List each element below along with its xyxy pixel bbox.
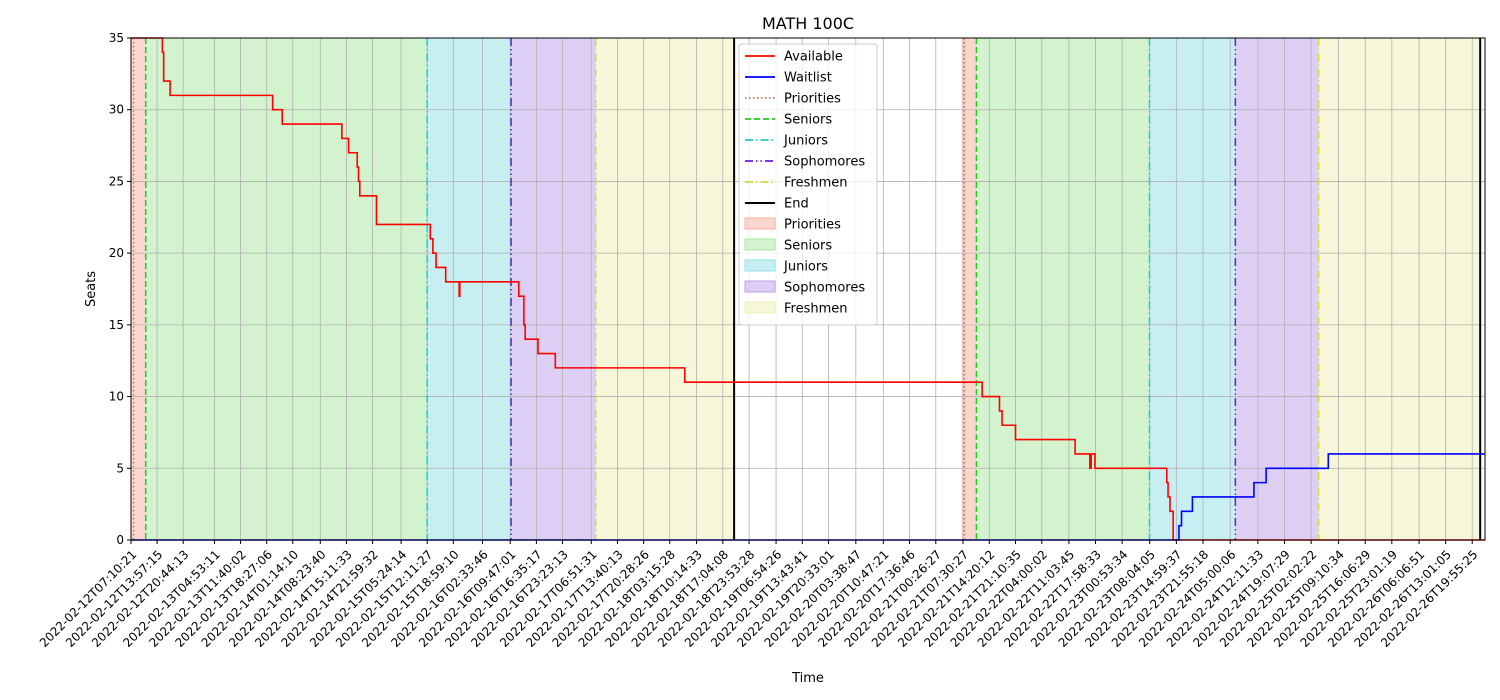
region-seniors [145, 38, 428, 540]
legend-label-sophomores: Sophomores [784, 281, 865, 296]
y-tick-label: 0 [116, 533, 124, 547]
y-tick-label: 35 [109, 31, 124, 45]
y-tick-label: 15 [109, 318, 124, 332]
legend-swatch-seniors [744, 238, 776, 251]
region-priorities [131, 38, 146, 540]
region-freshmen [595, 38, 735, 540]
legend-label-freshmen: Freshmen [784, 302, 848, 317]
y-tick-label: 10 [109, 390, 124, 404]
legend-label-priorities: Priorities [784, 218, 841, 233]
legend-label-waitlist: Waitlist [784, 71, 832, 86]
legend-box [738, 43, 878, 326]
x-axis-title: Time [791, 671, 824, 686]
legend-label-end: End [784, 197, 809, 212]
region-sophomores [511, 38, 596, 540]
legend-label-available: Available [784, 50, 843, 65]
y-tick-label: 20 [109, 246, 124, 260]
region-juniors [1149, 38, 1236, 540]
region-seniors [976, 38, 1150, 540]
series-line-waitlist [131, 453, 1485, 541]
legend-label-sophomores: Sophomores [784, 155, 865, 170]
region-freshmen [1318, 38, 1481, 540]
legend-label-seniors: Seniors [784, 113, 832, 128]
legend-label-priorities: Priorities [784, 92, 841, 107]
legend-swatch-juniors [744, 259, 776, 272]
chart-title: MATH 100C [762, 14, 854, 33]
legend-label-freshmen: Freshmen [784, 176, 848, 191]
legend: Available Waitlist Priorities Seniors Junior… [738, 43, 878, 326]
region-sophomores [1235, 38, 1319, 540]
region-priorities [961, 38, 977, 540]
plot-frame [130, 37, 1486, 541]
legend-swatch-sophomores [744, 280, 776, 293]
y-axis-title: Seats [84, 271, 99, 307]
legend-swatch-priorities [744, 217, 776, 230]
plot-area [130, 37, 1485, 541]
legend-label-seniors: Seniors [784, 239, 832, 254]
legend-label-juniors: Juniors [783, 134, 828, 149]
legend-label-juniors: Juniors [783, 260, 828, 275]
series-line-available [131, 37, 1485, 541]
region-juniors [427, 38, 512, 540]
y-tick-label: 5 [116, 461, 124, 475]
y-tick-label: 30 [109, 103, 124, 117]
legend-swatch-freshmen [744, 301, 776, 314]
y-tick-label: 25 [109, 174, 124, 188]
